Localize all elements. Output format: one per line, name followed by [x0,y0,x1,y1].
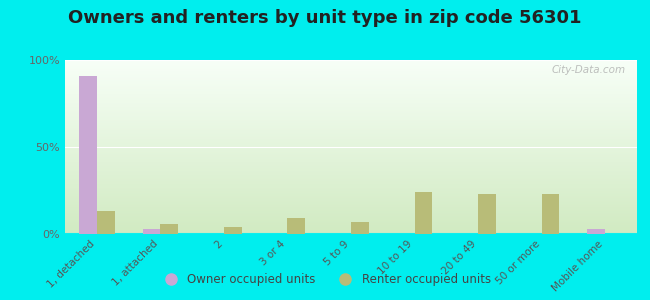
Text: Owners and renters by unit type in zip code 56301: Owners and renters by unit type in zip c… [68,9,582,27]
Text: City-Data.com: City-Data.com [551,65,625,75]
Bar [351,222,369,234]
Bar [224,227,242,234]
Bar [588,229,605,234]
Bar [97,212,114,234]
Bar [287,218,306,234]
Bar [161,224,178,234]
Bar [79,76,97,234]
Legend: Owner occupied units, Renter occupied units: Owner occupied units, Renter occupied un… [154,269,496,291]
Bar [541,194,560,234]
Bar [415,192,432,234]
Bar [142,229,161,234]
Bar [478,194,496,234]
